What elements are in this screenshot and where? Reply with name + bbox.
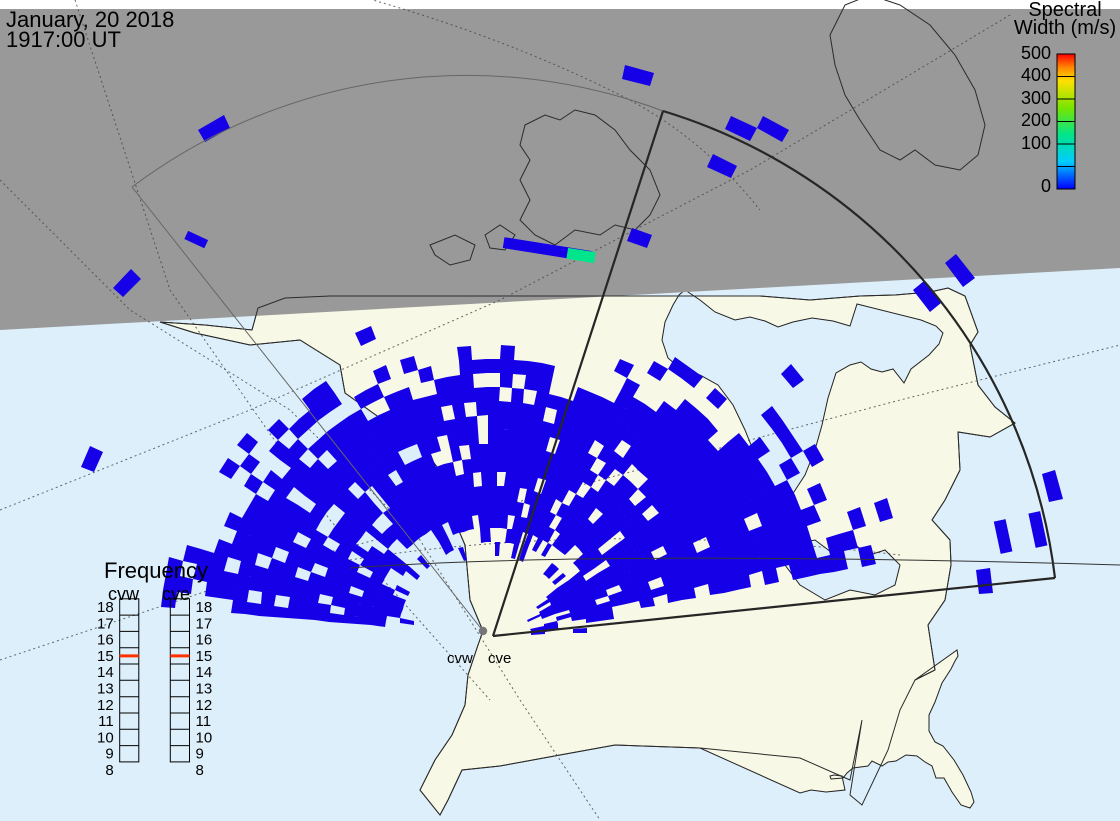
svg-text:15: 15 [196, 648, 213, 665]
svg-text:200: 200 [1021, 110, 1051, 130]
svg-text:0: 0 [1041, 176, 1051, 196]
svg-text:9: 9 [105, 746, 113, 763]
svg-text:500: 500 [1021, 43, 1051, 63]
svg-text:15: 15 [97, 648, 114, 665]
svg-text:10: 10 [196, 729, 213, 746]
svg-text:11: 11 [98, 713, 114, 730]
svg-text:9: 9 [196, 746, 204, 763]
svg-text:cve: cve [162, 584, 190, 604]
svg-text:16: 16 [196, 632, 213, 649]
svg-text:14: 14 [196, 664, 213, 681]
svg-text:17: 17 [196, 615, 213, 632]
svg-text:Width (m/s): Width (m/s) [1014, 17, 1116, 39]
svg-text:Frequency: Frequency [104, 558, 208, 583]
svg-text:11: 11 [196, 713, 212, 730]
svg-text:cve: cve [488, 650, 511, 667]
svg-text:10: 10 [97, 729, 114, 746]
svg-text:cvw: cvw [447, 650, 473, 667]
svg-text:16: 16 [97, 632, 114, 649]
svg-text:13: 13 [97, 681, 114, 698]
svg-text:1917:00 UT: 1917:00 UT [6, 27, 121, 52]
svg-text:18: 18 [97, 599, 114, 616]
svg-text:13: 13 [196, 681, 213, 698]
svg-text:18: 18 [196, 599, 213, 616]
svg-text:12: 12 [196, 697, 213, 714]
svg-text:12: 12 [97, 697, 114, 714]
svg-text:8: 8 [105, 762, 113, 779]
svg-text:14: 14 [97, 664, 114, 681]
svg-text:8: 8 [196, 762, 204, 779]
svg-text:100: 100 [1021, 133, 1051, 153]
svg-text:17: 17 [97, 615, 114, 632]
svg-text:400: 400 [1021, 65, 1051, 85]
svg-text:300: 300 [1021, 88, 1051, 108]
